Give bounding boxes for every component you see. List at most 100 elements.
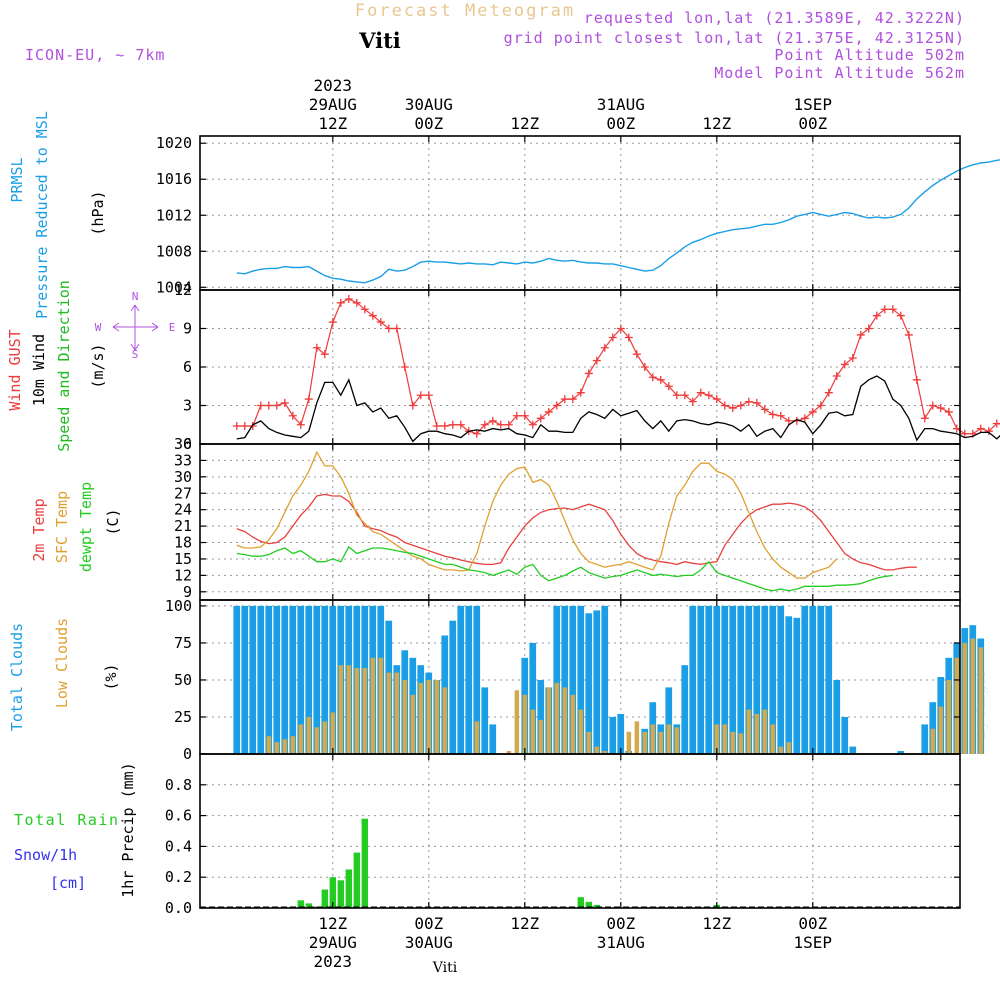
gust-marker <box>592 356 601 365</box>
total-cloud-bar <box>897 751 905 754</box>
precip-unit-label: 1hr Precip (mm) <box>119 762 137 897</box>
time-label: 29AUG <box>309 95 357 114</box>
total-cloud-bar <box>569 605 577 754</box>
gust-marker <box>800 414 809 423</box>
data-layer <box>200 159 1000 908</box>
total-cloud-bar <box>817 605 825 754</box>
low-cloud-bar <box>754 714 760 754</box>
low-cloud-bar <box>938 706 944 754</box>
time-label: 1SEP <box>794 933 833 952</box>
time-label: 2023 <box>314 76 353 95</box>
y-tick-label: 9 <box>183 583 192 601</box>
gust-marker <box>960 429 969 438</box>
gust-marker <box>472 429 481 438</box>
y-tick-label: 27 <box>174 484 192 502</box>
gust-marker <box>816 401 825 410</box>
total-cloud-bar <box>329 605 337 754</box>
gust-marker <box>368 311 377 320</box>
total-cloud-bar <box>601 605 609 754</box>
gust-marker <box>392 324 401 333</box>
low-cloud-bar <box>930 728 936 754</box>
total-cloud-bar <box>241 605 249 754</box>
gust-marker <box>848 354 857 363</box>
gust-marker <box>616 324 625 333</box>
low-cloud-bar <box>394 672 400 754</box>
total-cloud-bar <box>729 605 737 754</box>
sfc-temp-label: SFC Temp <box>53 491 71 563</box>
total-cloud-bar <box>313 605 321 754</box>
low-cloud-bar <box>586 731 592 754</box>
gust-marker <box>608 333 617 342</box>
gust-marker <box>864 324 873 333</box>
compass-south: S <box>132 348 139 361</box>
rain-bar <box>329 877 336 908</box>
low-clouds-label: Low Clouds <box>53 618 71 708</box>
total-cloud-bar <box>833 680 841 754</box>
time-label: 30AUG <box>405 95 453 114</box>
gust-marker <box>712 395 721 404</box>
gust-marker <box>408 401 417 410</box>
y-tick-label: 18 <box>174 534 192 552</box>
low-cloud-bar <box>266 736 272 754</box>
gust-marker <box>344 294 353 303</box>
y-tick-label: 0.2 <box>165 868 192 886</box>
low-cloud-bar <box>442 687 448 754</box>
low-cloud-bar <box>778 746 784 754</box>
rain-bar <box>577 897 584 908</box>
time-label: 12Z <box>510 914 539 933</box>
total-cloud-bar <box>681 665 689 754</box>
time-label: 00Z <box>414 114 443 133</box>
gust-marker <box>808 407 817 416</box>
rain-bar <box>345 869 352 908</box>
low-cloud-bar <box>506 751 512 754</box>
total-cloud-bar <box>745 605 753 754</box>
low-cloud-bar <box>322 721 328 754</box>
low-cloud-bar <box>522 694 528 754</box>
gust-marker <box>432 422 441 431</box>
low-cloud-bar <box>746 709 752 754</box>
snow-unit-label: [cm] <box>50 874 86 892</box>
total-cloud-bar <box>257 605 265 754</box>
low-cloud-bar <box>946 680 952 754</box>
total-cloud-bar <box>561 605 569 754</box>
y-tick-label: 100 <box>165 597 192 615</box>
gust-marker <box>632 350 641 359</box>
gust-marker <box>936 404 945 413</box>
low-cloud-bar <box>346 665 352 754</box>
total-cloud-bar <box>609 717 617 754</box>
gust-marker <box>552 401 561 410</box>
gust-marker <box>920 414 929 423</box>
y-tick-label: 6 <box>183 358 192 376</box>
low-cloud-bar <box>274 742 280 754</box>
prmsl-label: PRMSL <box>8 157 26 202</box>
gust-marker <box>680 391 689 400</box>
y-tick-label: 0.4 <box>165 837 192 855</box>
total-cloud-bar <box>753 605 761 754</box>
total-cloud-bar <box>761 605 769 754</box>
rain-bar <box>585 901 592 908</box>
gust-marker <box>912 375 921 384</box>
gust-marker <box>328 318 337 327</box>
temp2m-line <box>236 493 917 571</box>
y-tick-label: 15 <box>174 550 192 568</box>
gust-marker <box>824 388 833 397</box>
rain-bar <box>297 900 304 908</box>
gust-marker <box>832 371 841 380</box>
gust-marker <box>840 360 849 369</box>
gust-marker <box>880 305 889 314</box>
gust-marker <box>536 414 545 423</box>
low-cloud-bar <box>554 682 560 754</box>
low-cloud-bar <box>378 657 384 755</box>
total-cloud-bar <box>305 605 313 754</box>
total-clouds-label: Total Clouds <box>8 623 26 731</box>
low-cloud-bar <box>594 746 600 754</box>
y-tick-label: 1012 <box>156 206 192 224</box>
total-cloud-bar <box>593 610 601 754</box>
gust-marker <box>376 318 385 327</box>
rain-legend-label: Total Rain <box>14 811 118 829</box>
compass-north: N <box>132 290 139 303</box>
total-cloud-bar <box>721 605 729 754</box>
low-cloud-bar <box>290 736 296 754</box>
time-label: 30AUG <box>405 933 453 952</box>
gust-marker <box>416 391 425 400</box>
